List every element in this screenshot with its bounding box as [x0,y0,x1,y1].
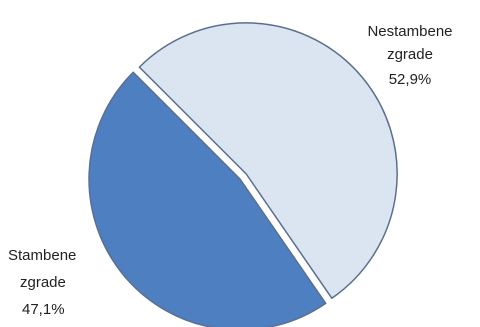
pie-labels: Nestambene zgrade 52,9% Stambene zgrade … [8,23,453,318]
slice-label-stambene-line-2: zgrade [20,274,66,291]
slice-label-stambene-line-1: Stambene [8,247,76,264]
slice-label-nestambene: Nestambene zgrade 52,9% [367,23,452,88]
slice-value-stambene: 47,1% [22,301,65,318]
slice-label-nestambene-line-2: zgrade [387,46,433,63]
slice-value-nestambene: 52,9% [389,71,432,88]
pie-slices [88,22,398,327]
slice-label-stambene: Stambene zgrade 47,1% [8,247,76,318]
slice-label-nestambene-line-1: Nestambene [367,23,452,40]
pie-slice-nestambene [138,22,398,299]
